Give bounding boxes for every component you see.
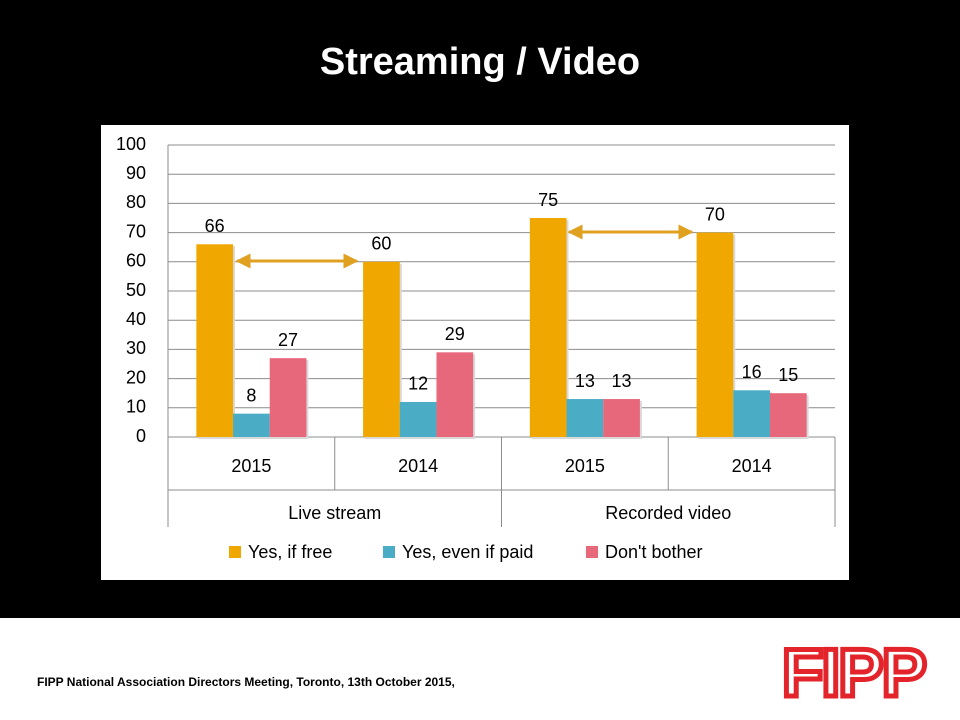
legend-swatch bbox=[229, 546, 241, 558]
plot-area: 0 10 20 30 40 50 60 70 80 90 100 2015 2014 2015 2014 Li… bbox=[116, 134, 836, 562]
bar bbox=[269, 358, 307, 437]
data-label: 13 bbox=[575, 371, 595, 391]
y-tick-label: 100 bbox=[116, 134, 146, 154]
y-tick-label: 50 bbox=[126, 280, 146, 300]
bar bbox=[566, 399, 604, 437]
bar bbox=[399, 401, 437, 437]
logo: FIPP bbox=[782, 635, 926, 711]
legend-label: Yes, if free bbox=[248, 542, 332, 562]
data-label: 70 bbox=[705, 204, 725, 224]
data-label: 66 bbox=[205, 216, 225, 236]
chart-title: Streaming / Video bbox=[320, 41, 640, 83]
bar bbox=[233, 413, 270, 437]
data-label: 27 bbox=[278, 330, 298, 350]
legend-label: Yes, even if paid bbox=[402, 542, 533, 562]
footer-background bbox=[0, 618, 960, 720]
x-tick-label: 2015 bbox=[565, 456, 605, 476]
data-label: 16 bbox=[742, 362, 762, 382]
data-label: 13 bbox=[612, 371, 632, 391]
y-tick-label: 10 bbox=[126, 397, 146, 417]
y-tick-label: 90 bbox=[126, 163, 146, 183]
group-label: Live stream bbox=[288, 503, 381, 523]
y-tick-label: 60 bbox=[126, 251, 146, 271]
data-label: 8 bbox=[246, 385, 256, 405]
legend-swatch bbox=[586, 546, 598, 558]
data-label: 29 bbox=[445, 324, 465, 344]
y-tick-label: 20 bbox=[126, 367, 146, 387]
y-tick-label: 80 bbox=[126, 192, 146, 212]
bar bbox=[603, 399, 640, 437]
legend-swatch bbox=[383, 546, 395, 558]
bar bbox=[733, 390, 770, 437]
x-tick-label: 2014 bbox=[398, 456, 438, 476]
y-tick-label: 30 bbox=[126, 338, 146, 358]
footer-text: FIPP National Association Directors Meet… bbox=[37, 675, 455, 689]
y-tick-label: 0 bbox=[136, 426, 146, 446]
data-label: 12 bbox=[408, 374, 428, 394]
group-label: Recorded video bbox=[605, 503, 731, 523]
bar bbox=[769, 393, 807, 437]
bar bbox=[196, 244, 234, 437]
bar bbox=[529, 218, 567, 437]
data-label: 15 bbox=[778, 365, 798, 385]
bar bbox=[436, 352, 474, 437]
y-tick-label: 70 bbox=[126, 221, 146, 241]
y-tick-label: 40 bbox=[126, 309, 146, 329]
x-tick-label: 2014 bbox=[732, 456, 772, 476]
x-tick-label: 2015 bbox=[231, 456, 271, 476]
data-label: 60 bbox=[371, 234, 391, 254]
bar bbox=[696, 232, 734, 437]
bar bbox=[363, 261, 400, 437]
data-label: 75 bbox=[538, 190, 558, 210]
legend-label: Don't bother bbox=[605, 542, 703, 562]
